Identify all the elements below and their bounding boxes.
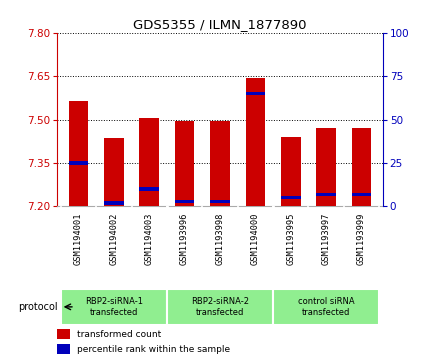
Bar <box>104 201 124 204</box>
Text: GSM1194003: GSM1194003 <box>145 213 154 265</box>
Text: GSM1193997: GSM1193997 <box>322 213 331 265</box>
Bar <box>167 289 273 325</box>
Title: GDS5355 / ILMN_1877890: GDS5355 / ILMN_1877890 <box>133 19 307 32</box>
Bar <box>352 128 371 207</box>
Text: GSM1193996: GSM1193996 <box>180 213 189 265</box>
Text: GSM1193995: GSM1193995 <box>286 213 295 265</box>
Bar <box>210 200 230 203</box>
Text: RBP2-siRNA-2
transfected: RBP2-siRNA-2 transfected <box>191 297 249 317</box>
Text: control siRNA
transfected: control siRNA transfected <box>298 297 355 317</box>
Bar <box>281 137 301 207</box>
Bar <box>316 193 336 196</box>
Bar <box>316 128 336 207</box>
Bar <box>273 289 379 325</box>
Bar <box>246 78 265 207</box>
Bar <box>139 118 159 207</box>
Text: GSM1194002: GSM1194002 <box>109 213 118 265</box>
Bar <box>281 196 301 199</box>
Bar <box>57 329 70 339</box>
Text: GSM1194000: GSM1194000 <box>251 213 260 265</box>
Bar <box>61 289 167 325</box>
Text: GSM1193998: GSM1193998 <box>216 213 224 265</box>
Bar <box>69 101 88 207</box>
Text: RBP2-siRNA-1
transfected: RBP2-siRNA-1 transfected <box>85 297 143 317</box>
Text: protocol: protocol <box>18 302 58 312</box>
Bar <box>210 121 230 207</box>
Bar <box>139 187 159 191</box>
Text: transformed count: transformed count <box>77 330 161 339</box>
Bar <box>69 162 88 164</box>
Text: percentile rank within the sample: percentile rank within the sample <box>77 345 230 354</box>
Bar <box>104 138 124 207</box>
Text: GSM1193999: GSM1193999 <box>357 213 366 265</box>
Text: GSM1194001: GSM1194001 <box>74 213 83 265</box>
Bar <box>57 344 70 354</box>
Bar <box>352 193 371 196</box>
Bar <box>246 92 265 95</box>
Bar <box>175 121 194 207</box>
Bar <box>175 200 194 203</box>
